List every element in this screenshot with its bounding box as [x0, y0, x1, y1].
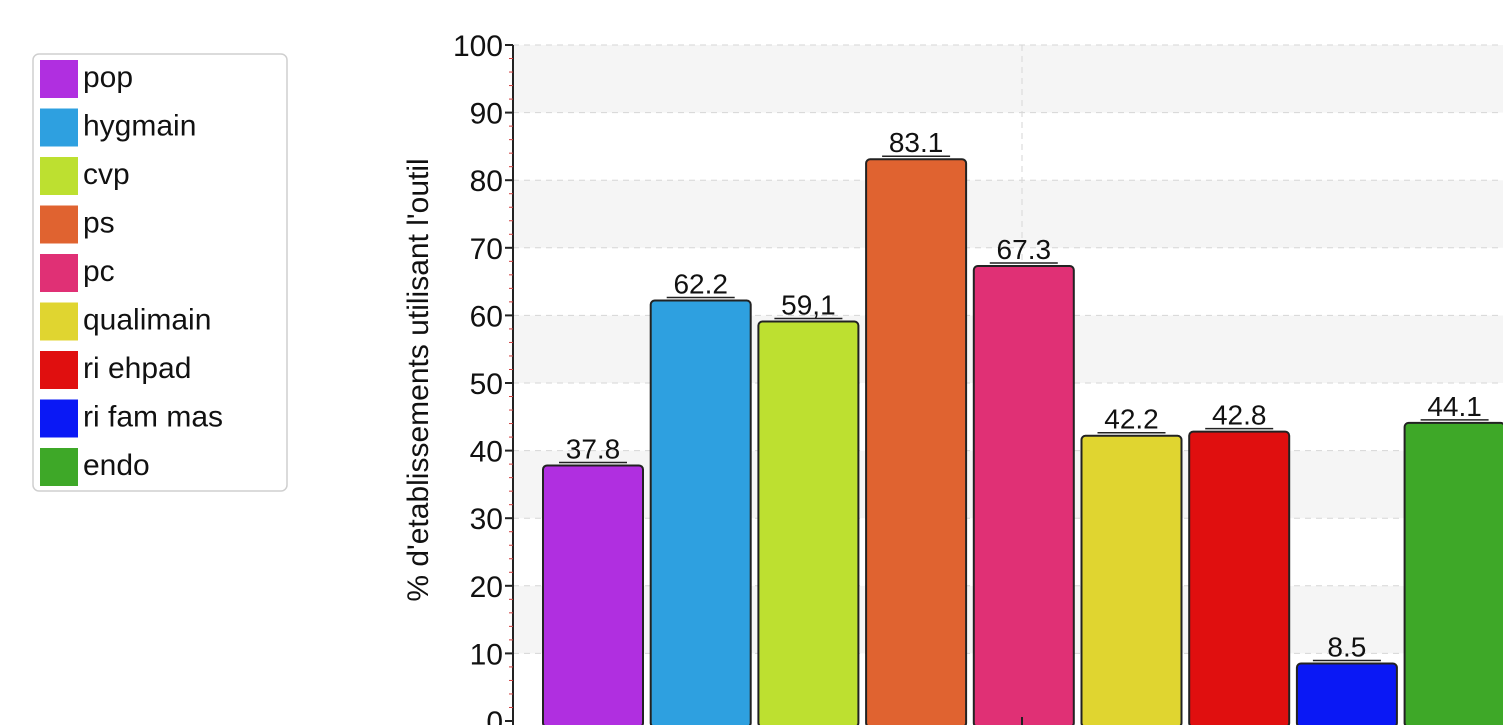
legend-swatch: [40, 254, 78, 292]
legend-label: endo: [83, 449, 150, 482]
data-label: 62.2: [673, 269, 728, 300]
legend-label: ri ehpad: [83, 352, 191, 385]
legend-swatch: [40, 157, 78, 195]
legend-swatch: [40, 302, 78, 341]
y-tick-label: 100: [453, 30, 503, 63]
data-label: 42.8: [1212, 400, 1267, 431]
bar-ri-fam-mas: [1295, 662, 1398, 725]
data-label: 42.2: [1104, 404, 1159, 435]
legend-swatch: [40, 351, 78, 389]
plot-band: [513, 112, 1503, 181]
y-tick-label: 20: [470, 571, 503, 604]
plot-band: [513, 45, 1503, 113]
bars: [542, 158, 1503, 725]
legend-box: [32, 53, 288, 492]
data-label: 37.8: [566, 433, 621, 464]
y-tick-label: 60: [470, 300, 503, 333]
legend-label: hygmain: [83, 110, 196, 143]
legend-swatch: [40, 205, 78, 244]
y-tick-label: 0: [486, 706, 503, 725]
data-label: 67.3: [997, 234, 1052, 265]
bar-hygmain: [649, 299, 752, 725]
data-label: 8.5: [1327, 632, 1366, 663]
data-label: 59,1: [781, 289, 836, 320]
legend-label: pc: [83, 255, 115, 288]
y-tick-label: 70: [470, 233, 503, 266]
bar-endo: [1403, 421, 1503, 725]
legend-swatch: [40, 108, 78, 147]
legend-label: ps: [83, 207, 115, 240]
legend-swatch: [40, 448, 78, 486]
plot-band: [513, 180, 1503, 248]
y-tick-label: 90: [470, 98, 503, 131]
y-tick-label: 50: [470, 368, 503, 401]
y-axis-title: % d'etablissements utilisant l'outil: [402, 158, 435, 601]
data-labels: 37.8 62.2 59,1 83.1 67.3 42.2 42.8 8.5 44.1: [559, 127, 1489, 663]
y-tick-label: 30: [470, 503, 503, 536]
data-label: 83.1: [889, 127, 944, 158]
legend-label: cvp: [83, 158, 130, 191]
legend-label: qualimain: [83, 304, 211, 337]
bar-pop: [542, 464, 644, 725]
data-label: 44.1: [1427, 391, 1482, 422]
bar-ri-ehpad: [1188, 430, 1291, 725]
legend-label: pop: [83, 61, 133, 94]
bar-pc: [972, 265, 1075, 725]
bar-qualimain: [1080, 434, 1183, 725]
legend-swatch: [40, 60, 78, 98]
legend-label: ri fam mas: [83, 401, 223, 434]
bar-ps: [865, 158, 968, 725]
y-tick-label: 10: [470, 638, 503, 671]
legend: pop hygmain cvp ps pc qualimain ri ehpad ri fam…: [32, 53, 288, 492]
y-axis: 0 10 20 30 40 50 60 70 80 90 100: [453, 30, 1023, 725]
y-tick-label: 40: [470, 436, 503, 469]
y-tick-label: 80: [470, 165, 503, 198]
bar-cvp: [757, 320, 860, 725]
legend-swatch: [40, 399, 78, 438]
